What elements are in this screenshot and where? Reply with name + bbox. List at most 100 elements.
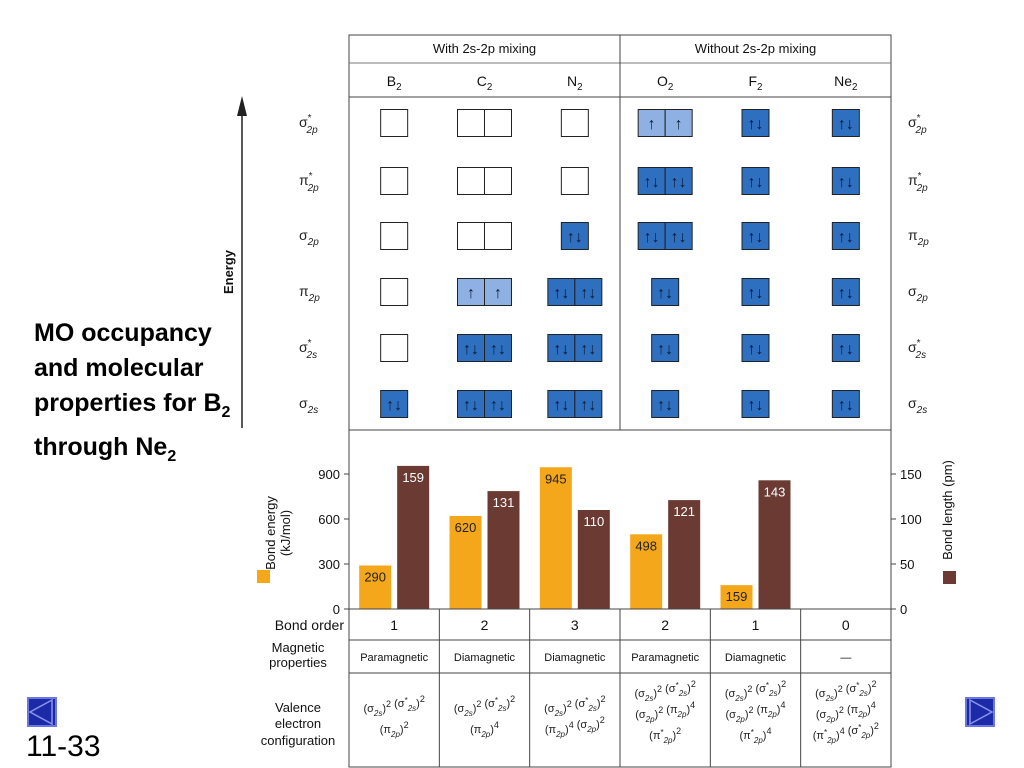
bond-order-value: 3 [571,617,579,633]
paired-electrons-icon: ↑↓ [553,341,569,358]
paired-electrons-icon: ↑↓ [671,229,687,246]
orbital-box [380,222,409,250]
orbital-box [741,222,770,250]
valence-config-line: (σ2p)2 (π2p)4 [635,700,695,724]
molecule-label-b: B2 [387,73,402,93]
magnetic-value: Paramagnetic [631,652,699,664]
bar-energy-label: 498 [635,538,657,553]
orbital-box [457,390,485,418]
bar-energy-f2 [720,585,753,609]
paired-electrons-icon: ↑↓ [490,397,506,414]
bar-energy-o2 [630,534,663,609]
valence-config-line: (π2p)4 (σ2p)2 [545,715,605,739]
valence-config-line: (σ2p)2 (π2p)4 [726,700,786,724]
orbital-box [457,109,485,137]
molecule-label-o: O2 [657,73,673,93]
bond-order-value: 2 [661,617,669,633]
valence-config-line: (π*2p)2 [649,726,681,745]
magnetic-value: Diamagnetic [454,652,516,664]
valence-config-line: (π*2p)4 (σ*2p)2 [813,721,879,745]
paired-electrons-icon: ↑↓ [748,229,764,246]
paired-electrons-icon: ↑↓ [553,285,569,302]
orbital-box [831,222,860,250]
paired-electrons-icon: ↑↓ [644,229,660,246]
valence-label-line1: Valence [275,700,321,715]
magnetic-label-line1: Magnetic [272,640,325,655]
unpaired-electron-icon: ↑ [494,285,502,302]
orbital-box [560,109,589,137]
orbital-box [457,334,485,362]
orbital-box [664,109,693,137]
paired-electrons-icon: ↑↓ [838,174,854,191]
bond-order-value: 1 [752,617,760,633]
orbital-box [651,278,680,306]
orbital-box [380,334,409,362]
bar-length-label: 143 [764,484,786,499]
bar-energy-label: 290 [364,570,386,585]
orbital-box [380,278,409,306]
paired-electrons-icon: ↑↓ [748,285,764,302]
header-without-mixing: Without 2s-2p mixing [695,41,816,56]
paired-electrons-icon: ↑↓ [553,397,569,414]
right-tick-label: 150 [900,467,922,482]
left-axis-label: Bond energy [263,496,278,570]
right-tick-label: 0 [900,602,907,617]
left-axis-label-unit: (kJ/mol) [278,510,293,556]
orbital-label-left: π* 2p [299,171,319,194]
valence-config-line: (σ2s)2 (σ*2s)2 [634,679,695,703]
title-line-4: through Ne2 [34,433,177,465]
orbital-box [380,109,409,137]
bond-order-value: 2 [481,617,489,633]
bar-energy-label: 945 [545,471,567,486]
bar-energy-c2 [449,516,482,609]
paired-electrons-icon: ↑↓ [657,341,673,358]
molecule-label-c: C2 [477,73,493,93]
magnetic-value: Diamagnetic [725,652,787,664]
orbital-box [574,278,603,306]
bond-order-label: Bond order [275,617,345,633]
next-slide-button[interactable] [965,697,995,727]
orbital-box [741,334,770,362]
paired-electrons-icon: ↑↓ [838,116,854,133]
orbital-box [831,167,860,195]
orbital-box [741,390,770,418]
valence-label-line3: configuration [261,733,335,748]
paired-electrons-icon: ↑↓ [580,341,596,358]
left-tick-label: 900 [318,467,340,482]
paired-electrons-icon: ↑↓ [748,116,764,133]
orbital-box [741,109,770,137]
orbital-label-right: π2p [908,227,929,248]
orbital-box [741,167,770,195]
length-legend-swatch [943,571,956,584]
valence-config-line: (σ2s)2 (σ*2s)2 [454,694,515,718]
energy-legend-swatch [257,570,270,583]
orbital-box [560,222,589,250]
orbital-label-right: σ2s [908,395,927,416]
paired-electrons-icon: ↑↓ [838,229,854,246]
prev-slide-button[interactable] [27,697,57,727]
paired-electrons-icon: ↑↓ [386,397,402,414]
orbital-label-left: π2p [299,283,320,304]
paired-electrons-icon: ↑↓ [838,397,854,414]
bond-order-value: 0 [842,617,850,633]
orbital-box [831,109,860,137]
molecule-label-ne: Ne2 [834,73,857,93]
paired-electrons-icon: ↑↓ [671,174,687,191]
paired-electrons-icon: ↑↓ [463,341,479,358]
bar-length-label: 131 [493,495,515,510]
bar-length-b2 [397,465,430,609]
orbital-box [637,167,666,195]
valence-config-line: (σ2s)2 (σ*2s)2 [815,679,876,703]
header-with-mixing: With 2s-2p mixing [433,41,536,56]
paired-electrons-icon: ↑↓ [838,341,854,358]
orbital-label-right: π* 2p [908,171,928,194]
bar-length-label: 159 [402,470,424,485]
orbital-label-right: σ* 2p [908,113,927,136]
paired-electrons-icon: ↑↓ [657,397,673,414]
right-tick-label: 50 [900,557,914,572]
valence-config-line: (π2p)2 [380,720,409,739]
valence-label-line2: electron [275,716,321,731]
paired-electrons-icon: ↑↓ [567,229,583,246]
paired-electrons-icon: ↑↓ [490,341,506,358]
